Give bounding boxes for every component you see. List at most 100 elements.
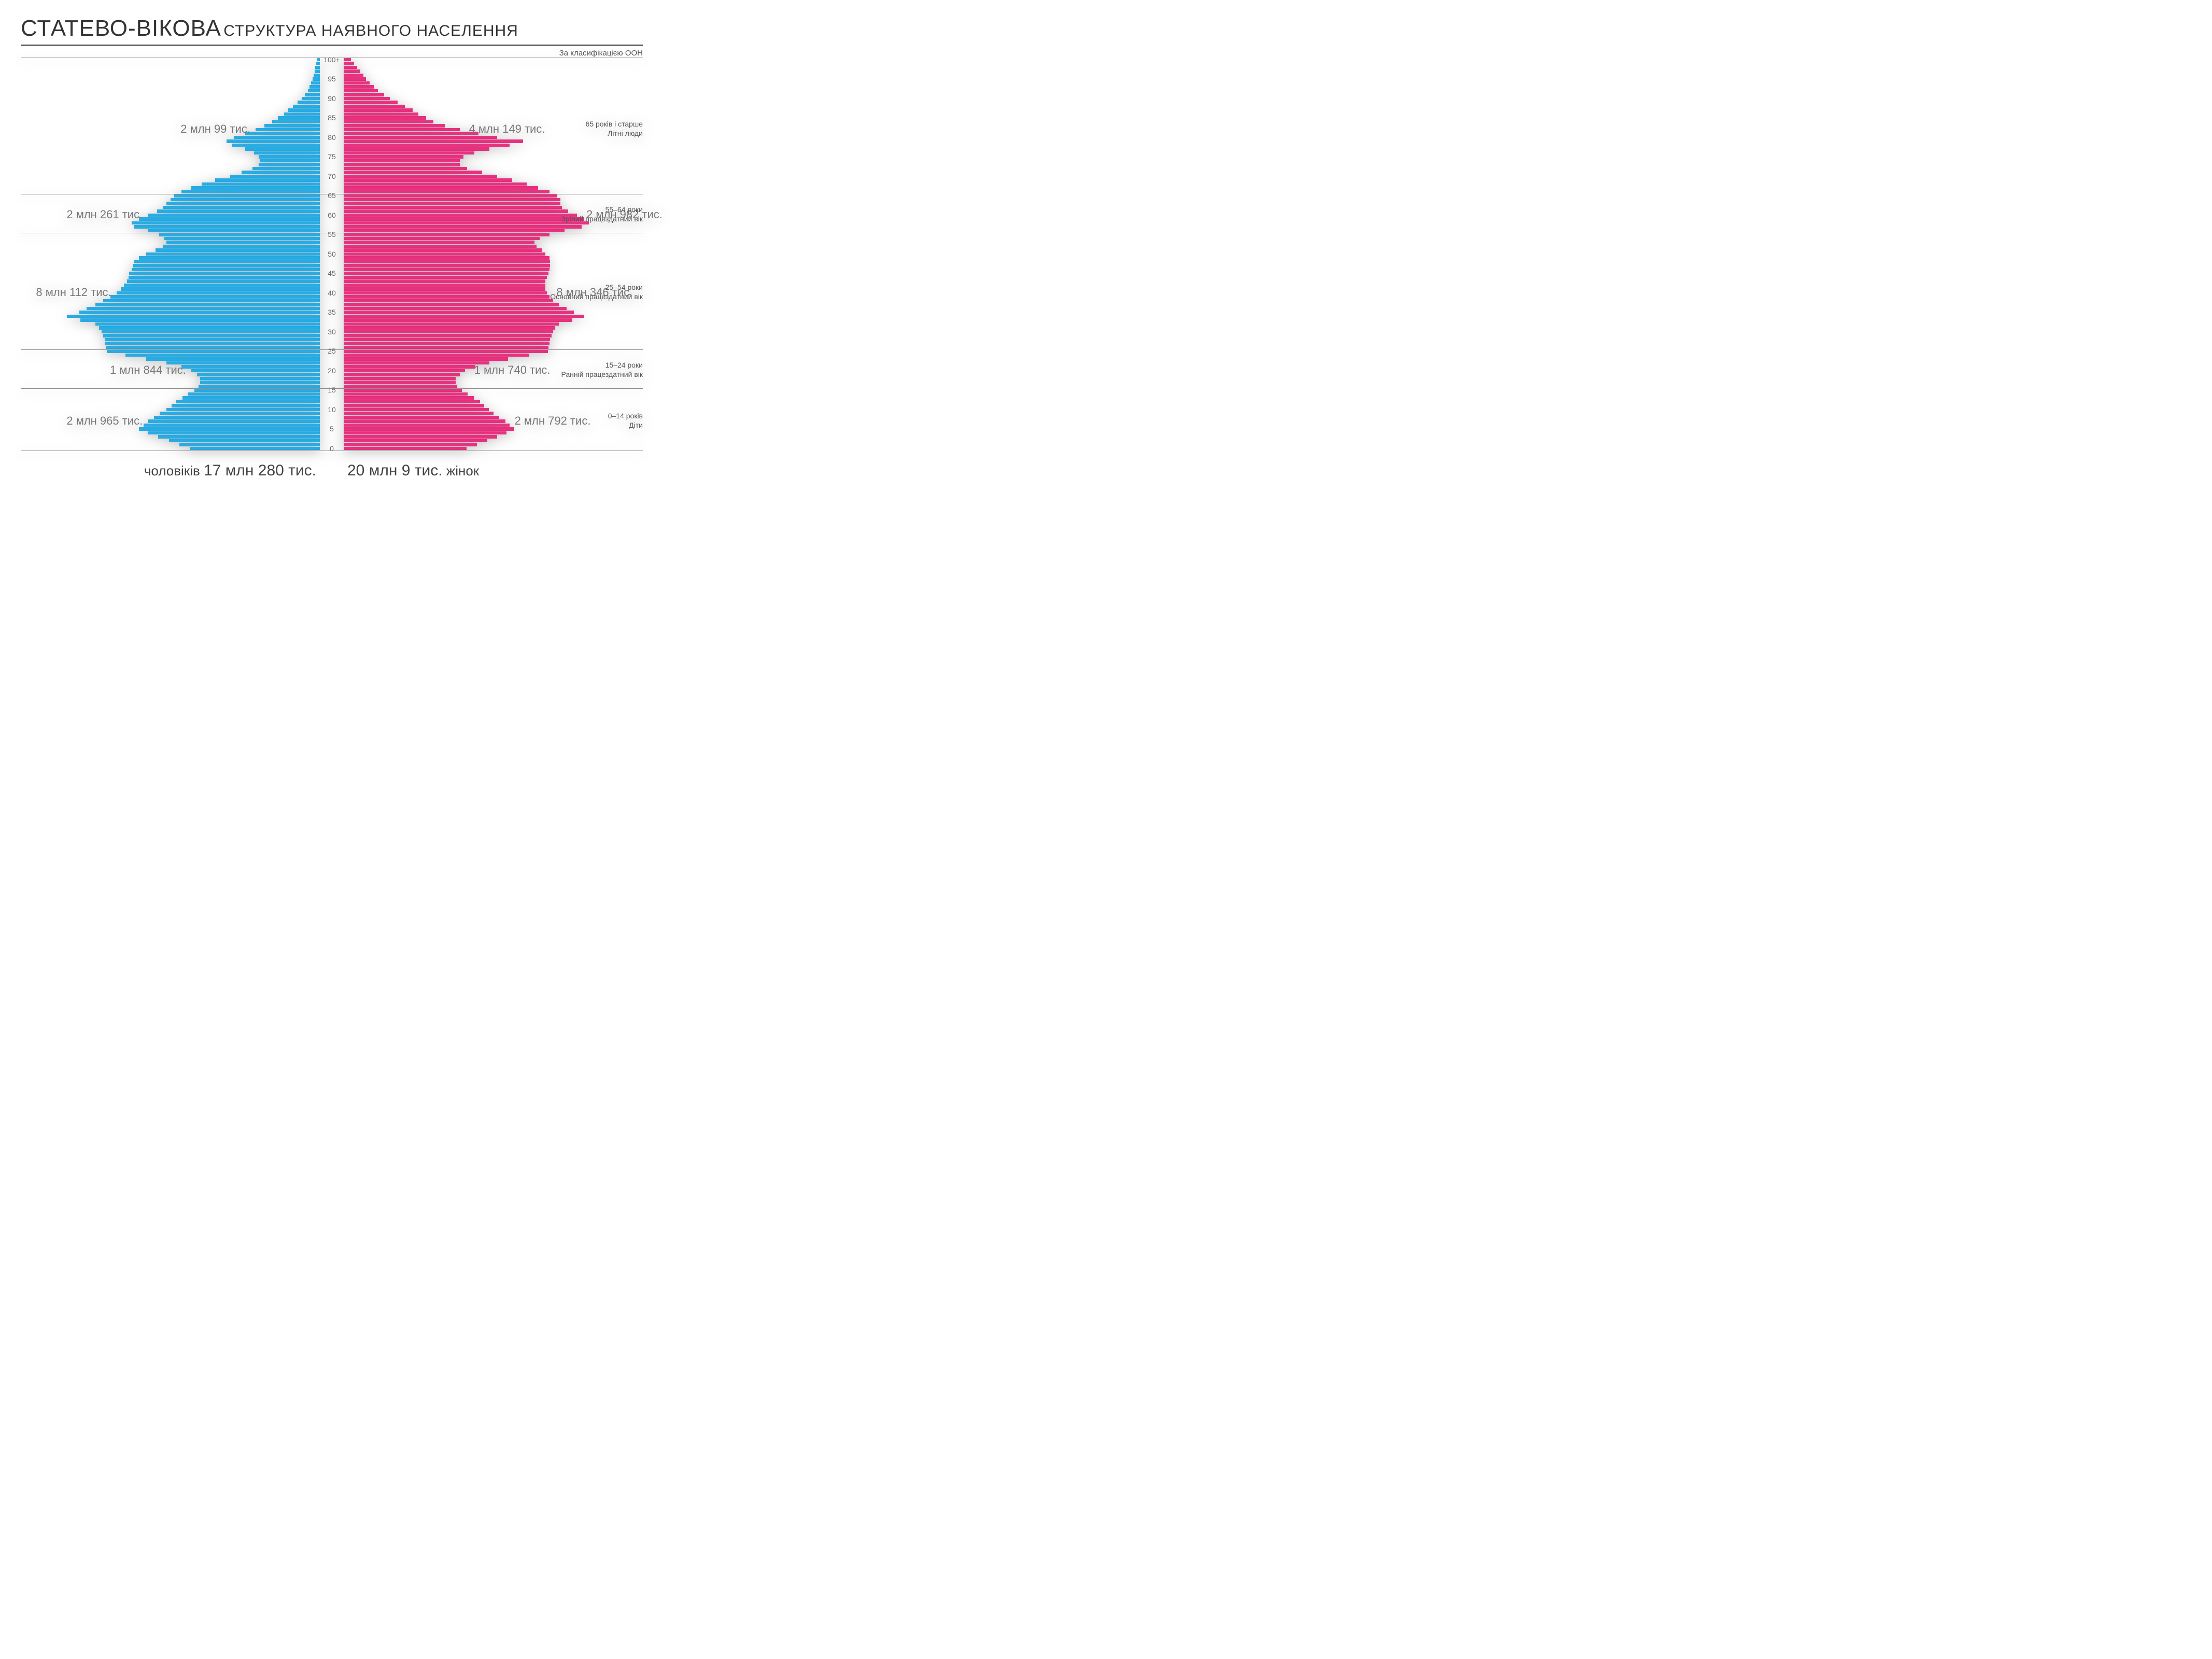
male-bar — [129, 272, 320, 275]
female-bar — [344, 233, 550, 236]
male-bar — [174, 194, 320, 198]
male-bar — [67, 315, 320, 318]
male-bar — [302, 97, 320, 101]
male-bar — [191, 186, 320, 190]
male-bar — [179, 443, 320, 446]
pyramid-row: 40 — [21, 291, 643, 295]
female-bar — [344, 113, 418, 116]
female-bar — [344, 361, 489, 365]
male-bar — [315, 69, 320, 73]
female-bar — [344, 299, 553, 303]
male-bar — [191, 369, 320, 373]
female-bar — [344, 381, 456, 384]
female-bar — [344, 85, 374, 89]
category-label: 65 років і старшеЛітні люди — [586, 119, 643, 138]
male-bar — [298, 101, 320, 104]
female-bar — [344, 396, 474, 400]
pyramid-row — [21, 322, 643, 326]
female-bar — [344, 342, 550, 345]
male-bar — [200, 377, 320, 381]
pyramid-row: 0 — [21, 446, 643, 451]
pyramid-row — [21, 182, 643, 186]
male-bar — [124, 284, 320, 287]
category-label: 25–54 рокиОсновний працездатний вік — [550, 283, 643, 301]
group-value-female: 2 млн 792 тис. — [515, 414, 591, 428]
male-bar — [284, 113, 320, 116]
female-bar — [344, 214, 577, 217]
female-bar — [344, 155, 463, 159]
female-bar — [344, 400, 480, 404]
male-bar — [139, 217, 320, 221]
pyramid-row — [21, 357, 643, 361]
pyramid-row — [21, 295, 643, 299]
male-bar — [166, 202, 320, 205]
pyramid-row — [21, 435, 643, 439]
female-bar — [344, 256, 550, 260]
female-bar — [344, 416, 499, 419]
male-bar — [171, 198, 320, 202]
female-bar — [344, 303, 559, 306]
male-bar — [134, 260, 320, 264]
pyramid-row — [21, 279, 643, 284]
pyramid-row — [21, 244, 643, 248]
male-bar — [215, 178, 320, 182]
male-bar — [87, 307, 320, 311]
male-bar — [146, 357, 320, 361]
female-bar — [344, 93, 384, 96]
pyramid-row — [21, 314, 643, 318]
male-bar — [154, 416, 320, 419]
male-bar — [95, 303, 320, 306]
category-line1: 0–14 років — [608, 411, 643, 420]
group-value-female: 4 млн 149 тис. — [469, 122, 545, 136]
female-bar — [344, 276, 547, 279]
pyramid-row: 35 — [21, 311, 643, 315]
male-bar — [166, 241, 320, 244]
female-bar — [344, 175, 497, 178]
female-bar — [344, 435, 497, 439]
female-bar — [344, 241, 534, 244]
female-bar — [344, 194, 557, 198]
pyramid-row — [21, 104, 643, 108]
pyramid-row: 90 — [21, 96, 643, 101]
male-bar — [127, 279, 320, 283]
pyramid-row: 70 — [21, 174, 643, 178]
pyramid-row — [21, 163, 643, 167]
pyramid-row — [21, 101, 643, 105]
pyramid-row — [21, 186, 643, 190]
male-bar — [121, 287, 320, 291]
pyramid-row — [21, 241, 643, 245]
male-bar — [245, 147, 320, 151]
male-bar — [163, 206, 320, 209]
group-value-male: 2 млн 261 тис. — [31, 208, 143, 221]
pyramid-row: 80 — [21, 135, 643, 139]
female-bar — [344, 171, 482, 174]
female-bar — [344, 167, 467, 171]
male-bar — [169, 439, 320, 443]
male-bar — [197, 373, 320, 376]
female-bar — [344, 419, 505, 423]
female-bar — [344, 284, 545, 287]
pyramid-row — [21, 62, 643, 66]
female-bar — [344, 62, 354, 65]
female-bar — [344, 322, 559, 326]
male-bar — [132, 268, 320, 272]
pyramid-row: 5 — [21, 427, 643, 431]
female-bar — [344, 151, 474, 155]
male-bar — [103, 334, 320, 338]
male-bar — [158, 435, 320, 439]
pyramid-row — [21, 89, 643, 93]
male-bar — [227, 139, 320, 143]
pyramid-chart: За класифікацією ООН 100+959085807570656… — [21, 49, 643, 453]
male-bar — [148, 419, 320, 423]
category-line1: 55–64 роки — [561, 205, 643, 214]
female-bar — [344, 291, 547, 295]
female-bar — [344, 408, 489, 412]
pyramid-row: 55 — [21, 233, 643, 237]
female-bar — [344, 338, 550, 342]
female-bar — [344, 139, 523, 143]
pyramid-row — [21, 256, 643, 260]
male-bar — [202, 182, 320, 186]
male-bar — [190, 447, 320, 451]
pyramid-row — [21, 338, 643, 342]
female-bar — [344, 377, 456, 381]
